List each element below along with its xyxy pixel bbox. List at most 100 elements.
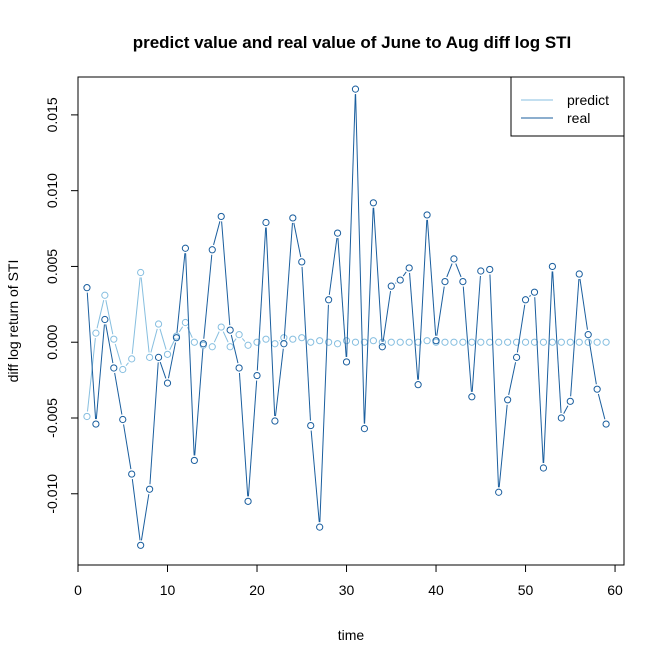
real-segment: [552, 271, 562, 414]
real-point: [548, 262, 556, 271]
legend-label-predict: predict: [567, 92, 609, 108]
predict-point: [208, 343, 216, 351]
predict-point: [468, 338, 476, 346]
real-segment: [328, 237, 338, 295]
predict-point: [602, 338, 610, 346]
real-segment: [402, 271, 407, 277]
real-segment: [310, 430, 320, 523]
predict-point: [593, 338, 601, 346]
real-segment: [149, 362, 159, 485]
real-segment: [570, 278, 580, 397]
real-point: [369, 199, 377, 207]
real-segment: [319, 304, 329, 523]
y-tick-label: 0.005: [44, 249, 60, 284]
real-segment: [489, 274, 499, 488]
predict-point: [262, 335, 270, 343]
real-point: [495, 488, 503, 496]
series-predict: [83, 268, 610, 421]
real-segment: [194, 348, 204, 456]
real-point: [521, 296, 530, 304]
real-point: [119, 415, 127, 424]
real-segment: [597, 393, 606, 420]
x-tick-label: 10: [160, 582, 176, 598]
real-point: [539, 464, 548, 472]
predict-segment: [232, 338, 237, 344]
real-point: [414, 381, 422, 389]
real-point: [289, 214, 297, 222]
predict-point: [405, 338, 413, 346]
y-tick-label: 0.015: [44, 97, 60, 132]
real-point: [154, 353, 163, 361]
real-segment: [301, 266, 311, 421]
real-point: [137, 541, 145, 549]
real-segment: [446, 263, 453, 278]
real-point: [253, 371, 261, 380]
real-segment: [455, 263, 462, 278]
real-segment: [238, 372, 249, 497]
real-point: [360, 425, 369, 433]
real-point: [575, 270, 583, 278]
y-axis: -0.010 -0.005 0.000 0.005 0.010 0.015: [44, 97, 79, 514]
real-segment: [436, 286, 445, 336]
predict-point: [146, 353, 154, 361]
predict-point: [119, 365, 127, 374]
real-point: [566, 397, 574, 405]
real-point: [342, 358, 351, 366]
predict-point: [369, 337, 377, 345]
predict-segment: [150, 328, 158, 353]
real-segment: [293, 222, 302, 258]
real-point: [602, 420, 610, 428]
real-segment: [355, 94, 365, 424]
real-point: [450, 255, 458, 263]
predict-point: [539, 338, 548, 346]
predict-point: [181, 318, 190, 327]
real-segment: [337, 238, 347, 357]
predict-segment: [125, 362, 129, 366]
predict-point: [450, 338, 458, 346]
real-point: [172, 334, 181, 342]
real-segment: [114, 372, 123, 415]
real-point: [83, 284, 91, 292]
predict-segment: [96, 299, 105, 329]
real-segment: [140, 494, 150, 541]
predict-point: [271, 340, 279, 348]
real-point: [262, 218, 270, 227]
real-segment: [409, 272, 419, 380]
real-point: [217, 212, 225, 221]
real-point: [387, 282, 395, 290]
predict-point: [557, 338, 565, 346]
x-tick-label: 60: [607, 582, 623, 598]
real-point: [504, 396, 512, 404]
predict-point: [521, 338, 530, 346]
predict-point: [289, 335, 297, 343]
real-segment: [471, 275, 481, 392]
real-point: [530, 288, 539, 296]
real-segment: [105, 324, 114, 364]
predict-point: [190, 338, 198, 346]
predict-point: [477, 338, 485, 346]
real-point: [181, 244, 190, 252]
predict-segment: [131, 277, 141, 354]
real-point: [468, 393, 476, 401]
real-segment: [382, 291, 392, 342]
real-segment: [462, 286, 472, 392]
real-segment: [579, 278, 588, 330]
real-point: [190, 456, 198, 465]
predict-segment: [114, 343, 122, 365]
real-point: [459, 277, 467, 286]
real-point: [92, 420, 100, 428]
real-point: [486, 265, 494, 274]
real-point: [271, 417, 279, 425]
real-segment: [95, 324, 105, 420]
real-segment: [508, 362, 517, 396]
real-segment: [167, 342, 176, 379]
x-tick-label: 0: [74, 582, 82, 598]
predict-point: [235, 331, 243, 339]
predict-point: [154, 320, 163, 328]
predict-point: [307, 338, 315, 346]
real-segment: [247, 380, 258, 497]
predict-point: [217, 323, 225, 331]
real-segment: [283, 222, 293, 339]
real-segment: [265, 227, 276, 417]
